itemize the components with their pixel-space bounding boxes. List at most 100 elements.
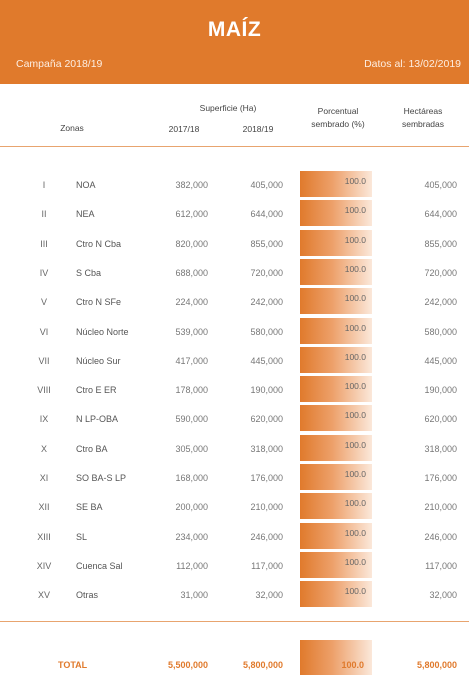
hectares-sown: 246,000 [424,531,457,542]
percent-bar: 100.0 [300,317,372,344]
percent-bar: 100.0 [300,522,372,549]
surface-2018-19: 620,000 [250,414,283,425]
percent-value: 100.0 [344,263,366,274]
zone-name: S Cba [76,267,102,278]
zone-name: Ctro N Cba [76,238,122,249]
zone-name: Ctro BA [76,443,108,454]
percent-bar: 100.0 [300,171,372,197]
zone-number: X [40,443,47,454]
zone-number: XV [37,590,50,601]
hectares-sown: 210,000 [424,502,457,513]
table-row: II NEA 612,000 644,000 644,000 100.0 [0,199,469,228]
zone-number: XIII [37,531,51,542]
hectares-sown: 117,000 [425,560,457,571]
surface-2018-19: 855,000 [250,238,283,249]
zone-name: NOA [76,180,96,190]
total-row: TOTAL 5,500,000 5,800,000 100.0 5,800,00… [0,640,469,675]
surface-2018-19: 210,000 [250,502,283,513]
zone-number: II [41,209,47,220]
total-label: TOTAL [58,660,88,670]
hectares-sown: 405,000 [424,180,457,190]
percent-bar: 100.0 [300,551,372,578]
total-percent-bar: 100.0 [300,640,372,675]
surface-2017-18: 305,000 [175,443,208,454]
zone-number: IV [39,267,49,278]
zone-number: VI [39,326,49,337]
campaign-label: Campaña 2018/19 [16,58,103,70]
zone-name: Otras [76,590,99,601]
table-row: XII SE BA 200,000 210,000 210,000 100.0 [0,492,469,521]
table-row: VIII Ctro E ER 178,000 190,000 190,000 100.0 [0,375,469,404]
percent-value: 100.0 [344,498,366,509]
zone-name: N LP-OBA [76,414,119,425]
zone-number: IX [39,414,49,425]
zone-name: Cuenca Sal [76,560,123,571]
surface-2017-18: 31,000 [180,590,208,601]
zone-number: XII [38,502,50,513]
table-row: XV Otras 31,000 32,000 32,000 100.0 [0,580,469,609]
surface-2018-19: 580,000 [250,326,283,337]
zonas-header: Zonas [60,123,84,133]
surface-2017-18: 200,000 [175,502,208,513]
hectares-sown: 190,000 [424,385,457,396]
surface-2017-18: 820,000 [175,238,208,249]
percent-bar: 100.0 [300,464,372,490]
table-row: XI SO BA-S LP 168,000 176,000 176,000 100.0 [0,463,469,492]
total-s1: 5,500,000 [167,660,208,670]
zone-name: Ctro E ER [76,385,117,396]
surface-2018-19: 176,000 [250,473,283,483]
hectares-sown: 32,000 [429,590,457,601]
total-percent-value: 100.0 [341,660,364,670]
year2-header: 2018/19 [242,124,274,134]
surface-2018-19: 32,000 [255,590,283,601]
hectareas-header-line1: Hectáreas [403,106,443,116]
surface-2017-18: 688,000 [175,267,208,278]
superficie-header: Superficie (Ha) [199,103,257,113]
hectares-sown: 620,000 [424,414,457,425]
zone-number: V [40,297,47,308]
header-divider [0,146,469,147]
percent-bar: 100.0 [300,376,372,403]
data-date: Datos al: 13/02/2019 [364,58,461,70]
percent-value: 100.0 [344,439,366,450]
hectares-sown: 855,000 [424,238,457,249]
zone-number: I [42,180,46,190]
surface-2017-18: 417,000 [175,355,208,366]
percent-bar: 100.0 [300,229,372,256]
surface-2017-18: 612,000 [175,209,208,220]
percent-bar: 100.0 [300,405,372,432]
percent-value: 100.0 [344,293,366,304]
percent-value: 100.0 [344,205,366,216]
surface-2018-19: 318,000 [250,443,283,454]
hectares-sown: 445,000 [424,355,457,366]
surface-2018-19: 242,000 [250,297,283,308]
percent-bar: 100.0 [300,200,372,227]
zone-number: VII [38,355,50,366]
zone-name: SO BA-S LP [76,473,127,483]
table-row: IX N LP-OBA 590,000 620,000 620,000 100.0 [0,404,469,433]
percent-bar: 100.0 [300,346,372,373]
percent-value: 100.0 [344,381,366,392]
percent-value: 100.0 [344,527,366,538]
table-row: XIII SL 234,000 246,000 246,000 100.0 [0,522,469,551]
hectares-sown: 176,000 [424,473,457,483]
hectares-sown: 720,000 [424,267,457,278]
table-row: V Ctro N SFe 224,000 242,000 242,000 100.0 [0,287,469,316]
table-row: XIV Cuenca Sal 112,000 117,000 117,000 100.0 [0,551,469,580]
zone-number: III [40,238,48,249]
zone-name: Núcleo Norte [76,326,129,337]
percent-bar: 100.0 [300,493,372,520]
zone-name: Núcleo Sur [76,355,121,366]
percent-value: 100.0 [344,176,366,186]
year1-header: 2017/18 [168,124,200,134]
surface-2018-19: 117,000 [251,560,283,571]
hectares-sown: 318,000 [424,443,457,454]
total-hectares: 5,800,000 [416,660,457,670]
total-s2: 5,800,000 [242,660,283,670]
percent-value: 100.0 [344,234,366,245]
surface-2017-18: 382,000 [175,180,208,190]
hectares-sown: 242,000 [424,297,457,308]
surface-2018-19: 720,000 [250,267,283,278]
header-banner: MAÍZ Campaña 2018/19 Datos al: 13/02/201… [0,0,469,84]
zone-name: Ctro N SFe [76,297,122,308]
